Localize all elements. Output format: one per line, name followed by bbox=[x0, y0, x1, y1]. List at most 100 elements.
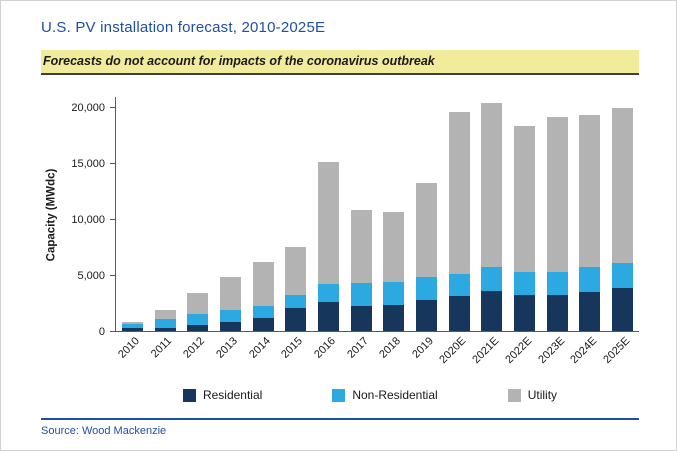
legend-item-residential: Residential bbox=[182, 388, 263, 402]
bar-segment-utility bbox=[612, 108, 634, 263]
coronavirus-disclaimer: Forecasts do not account for impacts of … bbox=[43, 54, 435, 68]
highlighted-note: Forecasts do not account for impacts of … bbox=[41, 50, 639, 75]
y-tick-label: 15,000 bbox=[71, 158, 105, 171]
bar-stack bbox=[448, 111, 470, 331]
y-axis-title-wrap: Capacity (MWdc) bbox=[41, 97, 61, 332]
x-tick-label: 2011 bbox=[149, 335, 175, 361]
bar-column-2019: 2019 bbox=[410, 97, 438, 361]
bar-column-2010: 2010 bbox=[116, 97, 143, 361]
y-tick-label: 0 bbox=[98, 326, 105, 338]
y-tick-label: 20,000 bbox=[71, 102, 105, 115]
bar-column-2011: 2011 bbox=[149, 97, 176, 360]
x-tick-label: 2012 bbox=[181, 335, 208, 361]
bar-segment-non-residential bbox=[448, 273, 470, 297]
bar-segment-non-residential bbox=[612, 262, 634, 289]
bar-segment-utility bbox=[514, 126, 536, 272]
bar-segment-non-residential bbox=[514, 271, 536, 296]
bar-segment-utility bbox=[187, 292, 209, 315]
page-title: U.S. PV installation forecast, 2010-2025… bbox=[41, 19, 326, 36]
y-tick-mark bbox=[110, 107, 115, 109]
bar-column-2012: 2012 bbox=[181, 97, 209, 361]
bar-segment-residential bbox=[219, 322, 241, 331]
bar-segment-utility bbox=[579, 115, 601, 268]
legend-item-non-residential: Non-Residential bbox=[332, 388, 438, 402]
bar-segment-residential bbox=[121, 328, 143, 331]
bar-segment-non-residential bbox=[546, 271, 568, 296]
bar-column-2016: 2016 bbox=[312, 97, 339, 361]
bar-stack bbox=[416, 183, 438, 331]
bar-segment-non-residential bbox=[350, 282, 372, 307]
chart-legend: Residential Non-Residential Utility bbox=[101, 388, 639, 402]
bar-segment-utility bbox=[219, 277, 241, 310]
bar-segment-non-residential bbox=[121, 324, 143, 329]
x-tick-label: 2019 bbox=[410, 335, 437, 361]
bar-segment-utility bbox=[546, 117, 568, 272]
y-tick-label: 5,000 bbox=[77, 270, 105, 283]
x-tick-label: 2025E bbox=[601, 335, 633, 366]
legend-label: Residential bbox=[202, 388, 263, 402]
bar-segment-utility bbox=[448, 111, 470, 274]
bar-segment-non-residential bbox=[285, 295, 307, 308]
legend-label: Utility bbox=[527, 388, 558, 402]
legend-swatch bbox=[182, 388, 196, 402]
bar-segment-residential bbox=[546, 295, 568, 331]
bar-segment-utility bbox=[416, 183, 438, 278]
bar-column-2015: 2015 bbox=[280, 97, 307, 361]
bar-segment-non-residential bbox=[219, 309, 241, 323]
y-tick-mark bbox=[110, 163, 115, 165]
x-tick-label: 2017 bbox=[344, 335, 371, 361]
bar-segment-residential bbox=[579, 291, 601, 331]
bar-segment-utility bbox=[285, 247, 307, 296]
bar-stack bbox=[317, 162, 339, 331]
x-tick-label: 2020E bbox=[437, 335, 469, 366]
bar-column-2025E: 2025E bbox=[601, 97, 634, 366]
bar-stack bbox=[252, 261, 274, 331]
plot-area: 2010 2011 2012 2013 2014 2015 2016 2017 2018 2019… bbox=[115, 97, 639, 366]
x-tick-label: 2018 bbox=[377, 335, 404, 361]
bar-segment-non-residential bbox=[187, 314, 209, 326]
bar-segment-residential bbox=[612, 288, 634, 331]
x-tick-label: 2023E bbox=[535, 335, 567, 366]
bar-column-2018: 2018 bbox=[378, 97, 405, 361]
legend-swatch bbox=[507, 388, 521, 402]
bar-segment-non-residential bbox=[416, 277, 438, 300]
bar-segment-residential bbox=[285, 307, 307, 331]
bar-segment-residential bbox=[481, 290, 503, 331]
bar-stack bbox=[121, 321, 143, 331]
x-tick-label: 2014 bbox=[246, 335, 273, 361]
x-tick-label: 2016 bbox=[312, 335, 339, 361]
bar-segment-non-residential bbox=[317, 284, 339, 302]
bar-column-2013: 2013 bbox=[214, 97, 241, 361]
bar-segment-utility bbox=[383, 212, 405, 282]
bar-stack bbox=[514, 126, 536, 331]
x-tick-label: 2015 bbox=[279, 335, 306, 361]
bar-segment-residential bbox=[514, 295, 536, 331]
bar-stack bbox=[219, 277, 241, 331]
bar-segment-non-residential bbox=[579, 267, 601, 292]
bar-segment-utility bbox=[121, 321, 143, 325]
bar-stack bbox=[350, 210, 372, 331]
bar-stack bbox=[481, 102, 503, 331]
bar-segment-non-residential bbox=[383, 281, 405, 306]
bar-segment-residential bbox=[187, 325, 209, 331]
bar-segment-non-residential bbox=[481, 267, 503, 291]
x-tick-label: 2024E bbox=[568, 335, 600, 366]
bar-stack bbox=[612, 108, 634, 331]
bar-stack bbox=[579, 115, 601, 331]
y-axis-ticks: 0 5,000 10,000 15,000 20,000 bbox=[61, 97, 115, 338]
x-tick-label: 2010 bbox=[116, 335, 142, 361]
bar-segment-non-residential bbox=[154, 318, 176, 328]
source-attribution: Source: Wood Mackenzie bbox=[41, 425, 167, 437]
bar-segment-residential bbox=[383, 305, 405, 331]
bar-column-2021E: 2021E bbox=[470, 97, 503, 366]
footer-divider bbox=[41, 418, 639, 420]
y-tick-label: 10,000 bbox=[71, 214, 105, 227]
bar-segment-utility bbox=[317, 162, 339, 285]
legend-swatch bbox=[332, 388, 346, 402]
bar-segment-residential bbox=[448, 296, 470, 331]
bar-segment-utility bbox=[481, 102, 503, 268]
x-tick-label: 2021E bbox=[470, 335, 502, 366]
bar-segment-residential bbox=[252, 317, 274, 331]
x-tick-label: 2022E bbox=[503, 335, 535, 366]
bar-stack bbox=[187, 292, 209, 331]
